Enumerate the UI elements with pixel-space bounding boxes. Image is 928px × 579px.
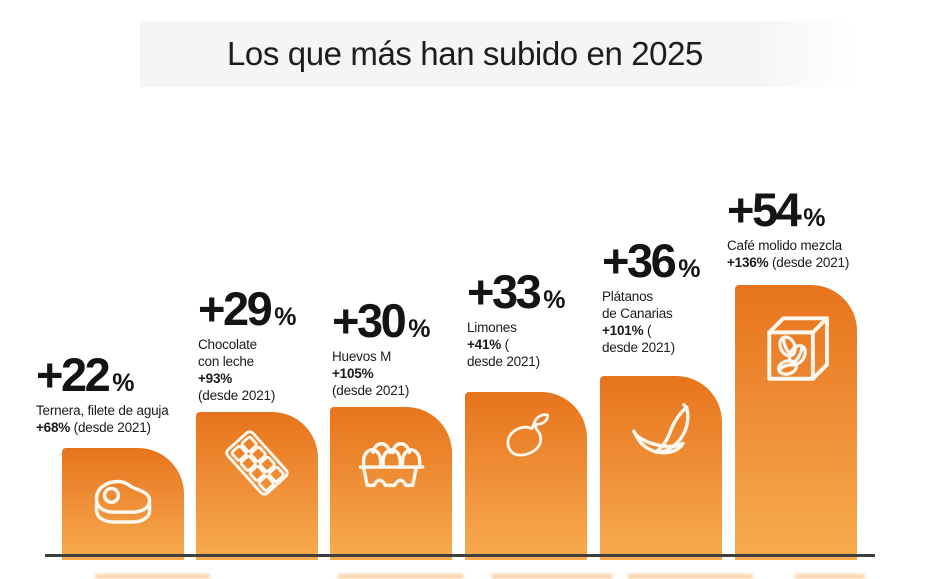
value-number: +30 (332, 293, 407, 347)
item-description-line: +68% (desde 2021) (36, 420, 151, 435)
value-label: +33% (467, 264, 642, 318)
page-title: Los que más han subido en 2025 (226, 35, 704, 72)
item-description-line: Limones (467, 320, 517, 335)
item-description-line: Chocolate (198, 337, 257, 352)
percent-sign: % (408, 314, 431, 343)
lemon-icon (494, 404, 558, 468)
item-description-line: desde 2021) (602, 340, 675, 355)
percent-sign: % (543, 285, 566, 314)
percent-sign: % (274, 302, 297, 331)
value-label: +30% (332, 293, 507, 347)
item-labels: +29% Chocolate con leche +93% (desde 2021) (198, 281, 373, 404)
item-description-line: desde 2021) (467, 354, 540, 369)
bar-column: +29% Chocolate con leche +93% (desde 2021) (196, 285, 318, 560)
steak-icon (86, 463, 160, 537)
percent-sign: % (112, 368, 135, 397)
item-description-line: Huevos M (332, 349, 392, 364)
item-description: Ternera, filete de aguja +68% (desde 2021… (36, 402, 211, 436)
item-description-line: +41% ( (467, 337, 509, 352)
value-label: +54% (727, 182, 902, 236)
item-description-line: (desde 2021) (332, 383, 410, 398)
item-labels: +36% Plátanos de Canarias +101% ( desde 202… (602, 233, 777, 356)
item-description-line: Café molido mezcla (727, 238, 842, 253)
bar (465, 392, 587, 560)
chart-baseline (45, 554, 875, 557)
cropped-next-row-artifact (95, 574, 210, 579)
item-description: Limones +41% ( desde 2021) (467, 319, 642, 370)
value-number: +33 (467, 264, 542, 318)
bar-column: +30% Huevos M +105% (desde 2021) (330, 297, 452, 560)
item-description-line: +93% (198, 371, 233, 386)
percent-sign: % (803, 203, 826, 232)
item-description-line: +136% (desde 2021) (727, 255, 850, 270)
item-description-line: +105% (332, 366, 374, 381)
bar (600, 376, 722, 560)
item-description: Huevos M +105% (desde 2021) (332, 348, 507, 399)
bar-column: +36% Plátanos de Canarias +101% (desde 202… (600, 237, 722, 560)
item-description-line: de Canarias (602, 306, 673, 321)
bar-column: +22% Ternera, filete de aguja +68% (desde… (36, 351, 184, 560)
cropped-next-row-artifact (492, 574, 612, 579)
value-label: +36% (602, 233, 777, 287)
value-number: +29 (198, 281, 273, 335)
item-labels: +30% Huevos M +105% (desde 2021) (332, 293, 507, 399)
item-description-line: Plátanos (602, 289, 653, 304)
item-description-line: +101% ( (602, 323, 652, 338)
cropped-next-row-artifact (338, 574, 463, 579)
item-labels: +54% Café molido mezcla +136% (desde 2021… (727, 182, 902, 271)
bar (330, 407, 452, 560)
bar (735, 285, 857, 560)
item-description-line: (desde 2021) (198, 388, 276, 403)
bar (196, 412, 318, 560)
value-label: +29% (198, 281, 373, 335)
bananas-icon (622, 391, 700, 469)
item-labels: +22% Ternera, filete de aguja +68% (desde… (36, 347, 211, 436)
cropped-next-row-artifact (628, 574, 753, 579)
item-description-line: con leche (198, 354, 254, 369)
value-label: +22% (36, 347, 211, 401)
item-description-line: Ternera, filete de aguja (36, 403, 169, 418)
coffee-package-icon (751, 300, 841, 390)
value-number: +36 (602, 233, 677, 287)
bar (62, 448, 184, 560)
bar-column: +54% Café molido mezcla +136% (desde 2021… (727, 186, 857, 560)
value-number: +54 (727, 182, 802, 236)
cropped-next-row-artifact (795, 574, 865, 579)
title-band (140, 21, 854, 87)
item-description: Café molido mezcla +136% (desde 2021) (727, 237, 902, 271)
item-description: Plátanos de Canarias +101% ( desde 2021) (602, 288, 777, 356)
item-description: Chocolate con leche +93% (desde 2021) (198, 336, 373, 404)
value-number: +22 (36, 347, 111, 401)
chocolate-bar-icon (221, 427, 293, 499)
percent-sign: % (678, 254, 701, 283)
item-labels: +33% Limones +41% ( desde 2021) (467, 264, 642, 370)
bar-column: +33% Limones +41% (desde 2021) (465, 268, 587, 560)
egg-carton-icon (352, 422, 430, 500)
